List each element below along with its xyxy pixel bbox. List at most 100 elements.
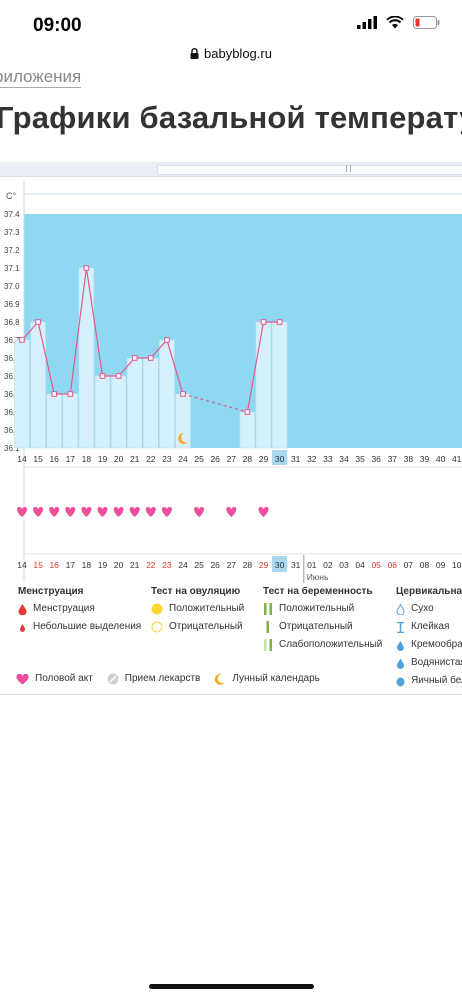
circle-filled-icon: [151, 603, 163, 615]
cycle-day-label: 16: [49, 454, 59, 464]
y-tick-label: 36.6: [4, 354, 20, 363]
temperature-line-segment: [85, 267, 104, 377]
cycle-day-label: 32: [307, 454, 317, 464]
url-bar[interactable]: babyblog.ru: [0, 46, 462, 72]
heart-icon: [17, 507, 27, 517]
wifi-icon: [386, 16, 404, 29]
legend-item: Отрицательный: [263, 618, 382, 636]
cycle-day-label: 39: [420, 454, 430, 464]
chart-legend: Менструация Менструация Небольшие выделе…: [0, 584, 462, 696]
calendar-date-label: 15: [33, 560, 43, 570]
legend-menstruation-title: Менструация: [18, 586, 84, 597]
status-bar: 09:00: [0, 0, 462, 46]
temperature-line-segment: [69, 267, 87, 395]
legend-cervical: Цервикальная Сухо Клейкая Кремообраз Вод…: [396, 584, 462, 690]
cycle-day-label: 22: [146, 454, 156, 464]
temperature-bar: [46, 393, 63, 449]
watery-drop-icon: [397, 658, 404, 669]
temperature-point: [19, 337, 25, 343]
pill-icon: [107, 673, 119, 685]
temperature-point: [148, 355, 154, 361]
y-tick-label: 37.1: [4, 264, 20, 273]
temperature-line-segment: [166, 339, 184, 395]
temperature-point: [51, 391, 58, 397]
cycle-day-label: 25: [194, 454, 204, 464]
y-axis-label: C°: [6, 191, 16, 201]
legend-bottom-row: Половой акт Прием лекарств Лунный календ…: [16, 670, 320, 688]
y-tick-label: 37.2: [4, 246, 20, 255]
temperature-point: [115, 373, 122, 379]
temperature-line-segment: [37, 321, 55, 395]
calendar-date-label: 17: [66, 560, 76, 570]
single-bar-icon: [266, 621, 269, 633]
calendar-date-label: 23: [162, 560, 172, 570]
heart-icon: [65, 507, 76, 517]
cycle-day-label: 14: [17, 454, 27, 464]
temperature-bar: [239, 411, 256, 449]
legend-item: Клейкая: [396, 618, 462, 636]
temperature-bar: [271, 321, 288, 449]
heart-icon: [226, 507, 237, 517]
creamy-icon: [397, 640, 404, 651]
legend-pregnancy-title: Тест на беременность: [263, 586, 373, 597]
temperature-bar: [30, 321, 46, 449]
moon-icon: [215, 673, 226, 685]
cycle-day-label: 26: [210, 454, 220, 464]
month-label: Июнь: [307, 572, 329, 582]
moon-icon: [178, 432, 188, 444]
divider: [0, 694, 462, 695]
legend-item: Небольшие выделения: [18, 618, 141, 636]
calendar-date-label: 21: [130, 560, 140, 570]
y-tick-label: 37.3: [4, 228, 20, 237]
cycle-day-label: 21: [130, 454, 140, 464]
legend-ovulation: Тест на овуляцию Положительный Отрицател…: [151, 584, 244, 636]
legend-item: Положительный: [151, 600, 244, 618]
temperature-bar: [175, 393, 191, 449]
cycle-day-label: 27: [227, 454, 237, 464]
temperature-point: [244, 409, 251, 415]
calendar-date-label: 30: [275, 560, 285, 570]
temperature-point: [99, 373, 106, 379]
calendar-date-label: 07: [404, 560, 414, 570]
home-indicator[interactable]: [149, 984, 314, 989]
temperature-point: [164, 337, 170, 343]
legend-item: Слабоположительный: [263, 636, 382, 654]
heart-icon: [258, 507, 269, 517]
temperature-line-gap: [182, 393, 248, 413]
y-tick-label: 36.9: [4, 300, 20, 309]
temperature-point: [131, 355, 138, 361]
y-tick-label: 36.3: [4, 408, 20, 417]
calendar-date-label: 16: [49, 560, 59, 570]
heart-icon: [113, 507, 124, 517]
drop-outline-icon: [396, 603, 405, 615]
legend-item: Прием лекарств: [107, 670, 200, 688]
calendar-date-label: 19: [98, 560, 108, 570]
legend-cervical-title: Цервикальная: [396, 586, 462, 597]
calendar-date-label: 25: [194, 560, 204, 570]
cycle-day-label: 15: [33, 454, 43, 464]
heart-icon: [33, 507, 44, 517]
chart-scrollbar[interactable]: [0, 162, 462, 177]
heart-icon: [161, 507, 172, 517]
cycle-day-label: 35: [355, 454, 365, 464]
cycle-day-label: 41: [452, 454, 462, 464]
temperature-line-segment: [246, 321, 265, 413]
heart-icon: [97, 507, 108, 517]
status-time: 09:00: [33, 15, 82, 36]
chart-scrollbar-thumb[interactable]: [157, 165, 462, 175]
cycle-day-label: 36: [371, 454, 381, 464]
breadcrumb-link[interactable]: риложения: [0, 67, 82, 88]
calendar-date-label: 29: [259, 560, 269, 570]
calendar-date-label: 08: [420, 560, 430, 570]
y-tick-label: 36.1: [4, 444, 20, 453]
cycle-day-label: 37: [388, 454, 398, 464]
calendar-date-label: 26: [210, 560, 220, 570]
temperature-bar: [255, 321, 272, 449]
temperature-bar: [110, 375, 127, 449]
temperature-line-segment: [150, 339, 168, 359]
circle-outline-icon: [151, 621, 163, 633]
cycle-day-label: 31: [291, 454, 301, 464]
temperature-point: [260, 319, 267, 325]
legend-menstruation: Менструация Менструация Небольшие выделе…: [18, 584, 141, 636]
legend-item: Отрицательный: [151, 618, 244, 636]
